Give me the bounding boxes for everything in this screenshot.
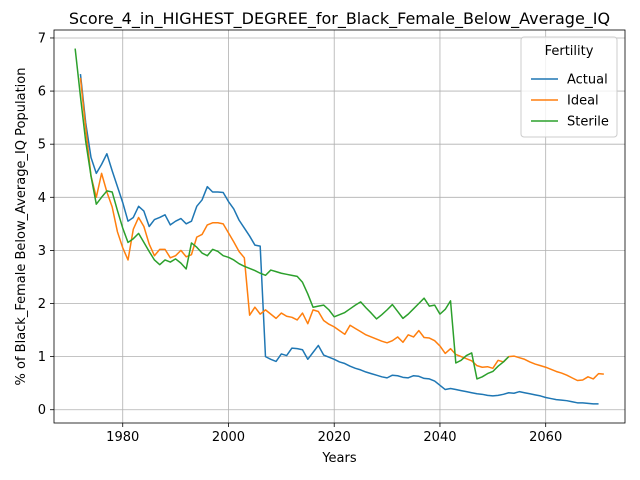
series-lines <box>74 48 604 405</box>
legend-label-actual: Actual <box>567 73 608 88</box>
legend-title: Fertility <box>545 44 594 59</box>
chart-title: Score_4_in_HIGHEST_DEGREE_for_Black_Fema… <box>69 9 610 29</box>
legend-entries: Actual Ideal Sterile <box>531 73 609 130</box>
y-tick-label: 1 <box>38 350 46 365</box>
y-tick-label: 5 <box>38 138 46 153</box>
legend-label-sterile: Sterile <box>567 115 609 130</box>
y-tick-label: 0 <box>38 403 46 418</box>
y-axis-ticks: 0 1 2 3 4 5 6 7 <box>38 31 54 418</box>
y-tick-label: 6 <box>38 85 46 100</box>
y-tick-label: 7 <box>38 31 46 46</box>
x-tick-label: 1980 <box>106 430 139 445</box>
x-tick-label: 2060 <box>529 430 562 445</box>
y-axis-title: % of Black_Female Below_Average_IQ Popul… <box>14 68 29 386</box>
legend-box <box>520 36 618 138</box>
y-tick-label: 4 <box>38 191 46 206</box>
x-tick-label: 2020 <box>318 430 351 445</box>
plot-area-frame <box>53 29 626 424</box>
legend: Fertility Actual Ideal Sterile <box>520 36 618 138</box>
x-axis-ticks: 1980 2000 2020 2040 2060 <box>106 423 562 445</box>
legend-label-ideal: Ideal <box>567 94 599 109</box>
series-line-actual <box>79 73 599 405</box>
x-axis-title: Years <box>321 451 357 466</box>
x-tick-label: 2000 <box>212 430 245 445</box>
x-tick-label: 2040 <box>423 430 456 445</box>
series-line-ideal <box>79 77 604 382</box>
y-tick-label: 2 <box>38 297 46 312</box>
y-tick-label: 3 <box>38 244 46 259</box>
series-line-sterile <box>74 48 510 380</box>
